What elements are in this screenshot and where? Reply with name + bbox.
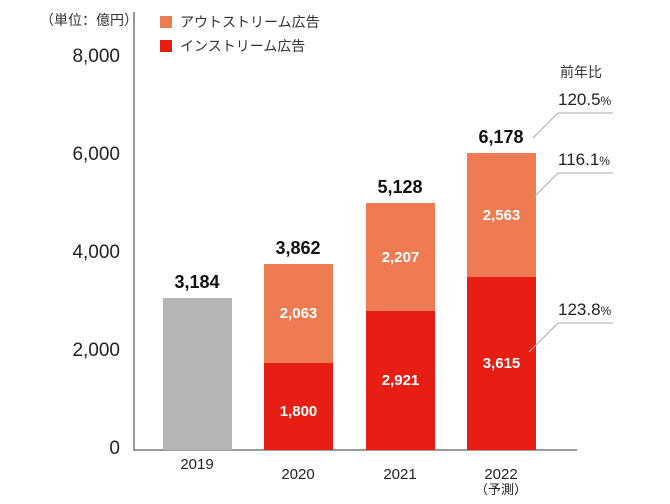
bar-2021-instream-value: 2,921 xyxy=(381,372,420,389)
x-axis-line xyxy=(133,449,577,451)
x-label-2021: 2021 xyxy=(383,466,417,483)
legend-item-instream: インストリーム広告 xyxy=(160,36,305,56)
bar-2021-outstream-value: 2,207 xyxy=(381,248,420,266)
bar-total-2019: 3,184 xyxy=(174,272,220,292)
bar-2022-instream-value: 3,615 xyxy=(482,355,521,372)
y-tick-6000: 6,000 xyxy=(72,144,120,165)
x-label-2020: 2020 xyxy=(281,466,315,483)
bar-2020-outstream: 2,063 xyxy=(264,264,333,363)
yoy-header: 前年比 xyxy=(560,64,602,80)
bar-2022-instream: 3,615 xyxy=(467,277,536,450)
yoy-instream-2022: 123.8% xyxy=(558,300,611,320)
yoy-outstream-2022: 116.1% xyxy=(558,150,610,170)
yoy-outstream-pct: % xyxy=(599,154,610,168)
x-label-2022-year: 2022 xyxy=(484,466,518,483)
y-tick-0: 0 xyxy=(109,438,120,459)
legend-label-outstream: アウトストリーム広告 xyxy=(180,14,320,30)
yoy-instream-value: 123.8 xyxy=(558,300,601,319)
bar-2020: 2,063 1,800 xyxy=(264,264,333,450)
yoy-total-pct: % xyxy=(600,94,612,108)
legend-swatch-outstream xyxy=(160,16,172,28)
bar-2021: 2,207 2,921 xyxy=(366,203,435,450)
y-tick-2000: 2,000 xyxy=(72,340,120,361)
bar-total-2020: 3,862 xyxy=(275,238,321,258)
bar-2021-outstream: 2,207 xyxy=(366,203,435,311)
yoy-outstream-value: 116.1 xyxy=(558,150,600,169)
bar-total-2022: 6,178 xyxy=(478,127,524,147)
x-label-2022-forecast: （予測） xyxy=(474,482,527,497)
bar-total-2021: 5,128 xyxy=(377,177,423,197)
legend-label-instream: インストリーム広告 xyxy=(180,38,306,54)
bar-2020-instream: 1,800 xyxy=(264,363,333,450)
y-axis-line xyxy=(133,12,135,451)
x-label-2019: 2019 xyxy=(180,456,214,473)
x-label-2022: 2022 （予測） xyxy=(456,466,546,497)
yoy-total-2022: 120.5% xyxy=(558,90,611,110)
bar-2022: 2,563 3,615 xyxy=(467,153,536,450)
y-tick-4000: 4,000 xyxy=(72,242,120,263)
bar-2022-outstream-value: 2,563 xyxy=(482,206,521,224)
bar-2020-instream-value: 1,800 xyxy=(279,403,318,420)
bar-2022-outstream: 2,563 xyxy=(467,153,536,277)
yoy-total-value: 120.5 xyxy=(558,90,601,109)
unit-label: （単位：億円） xyxy=(40,12,138,28)
legend-item-outstream: アウトストリーム広告 xyxy=(160,12,320,32)
bar-2019 xyxy=(163,298,232,450)
bar-2020-outstream-value: 2,063 xyxy=(279,305,318,322)
yoy-instream-pct: % xyxy=(600,304,612,318)
bar-2021-instream: 2,921 xyxy=(366,311,435,450)
y-tick-8000: 8,000 xyxy=(72,46,120,67)
legend-swatch-instream xyxy=(160,40,172,52)
